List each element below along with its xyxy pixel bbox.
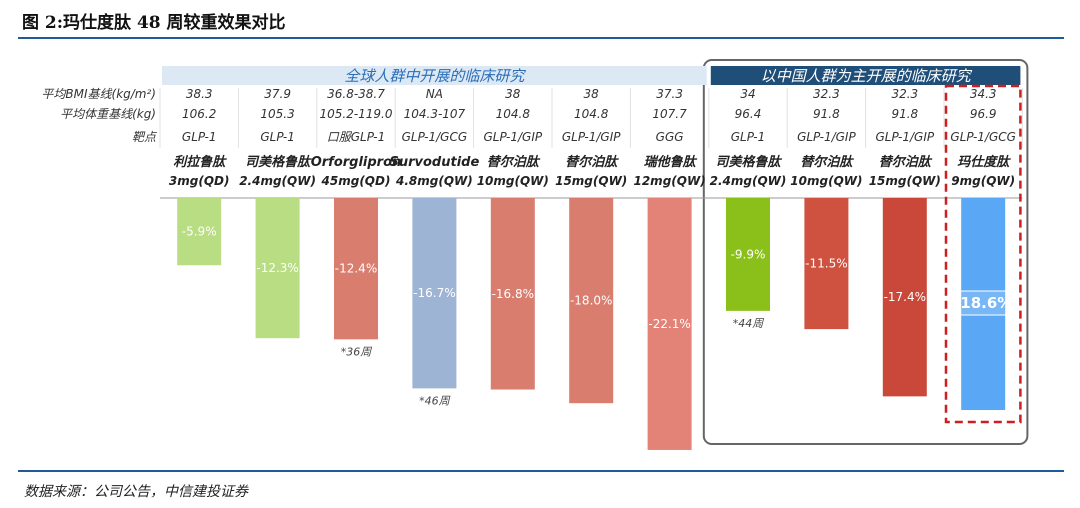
bar bbox=[412, 198, 457, 389]
target-value: GLP-1/GIP bbox=[483, 130, 542, 144]
group-banner bbox=[162, 66, 707, 85]
weight-value: 106.2 bbox=[182, 107, 216, 121]
drug-dose: 10mg(QW) bbox=[790, 174, 862, 188]
bar-footnote: *44周 bbox=[733, 317, 764, 330]
title-divider bbox=[18, 37, 1064, 39]
target-value: GGG bbox=[656, 130, 684, 144]
bar-value-label: -16.7% bbox=[413, 286, 455, 300]
bar-value-label: -22.1% bbox=[648, 317, 690, 331]
row-label-weight: 平均体重基线(kg) bbox=[60, 107, 156, 121]
target-value: GLP-1/GCG bbox=[950, 130, 1016, 144]
target-value: GLP-1 bbox=[260, 130, 295, 144]
bmi-value: 38 bbox=[505, 87, 521, 101]
bmi-value: 37.3 bbox=[656, 87, 683, 101]
weight-value: 107.7 bbox=[652, 107, 687, 121]
bar bbox=[961, 198, 1006, 411]
drug-name: 瑞他鲁肽 bbox=[644, 154, 698, 170]
drug-dose: 15mg(QW) bbox=[555, 174, 627, 188]
bar-value-label: -5.9% bbox=[182, 225, 217, 239]
weight-value: 104.3-107 bbox=[404, 107, 466, 121]
weight-value: 104.8 bbox=[574, 107, 609, 121]
drug-dose: 12mg(QW) bbox=[633, 174, 705, 188]
bmi-value: 32.3 bbox=[891, 87, 918, 101]
group-banner-label: 全球人群中开展的临床研究 bbox=[344, 67, 526, 85]
bar bbox=[726, 198, 770, 311]
row-label-bmi: 平均BMI基线(kg/m²) bbox=[41, 87, 156, 101]
highlight-value-box bbox=[951, 290, 1015, 316]
bar-value-label: -11.5% bbox=[805, 257, 847, 271]
bar bbox=[647, 198, 692, 450]
target-value: GLP-1 bbox=[731, 130, 766, 144]
drug-dose: 9mg(QW) bbox=[951, 174, 1015, 188]
target-value: GLP-1/GCG bbox=[402, 130, 468, 144]
bar-value-label: -12.4% bbox=[335, 262, 377, 276]
row-label-target: 靶点 bbox=[132, 130, 158, 144]
weight-value: 91.8 bbox=[891, 107, 918, 121]
bar-footnote: *46周 bbox=[419, 394, 450, 407]
drug-name: 玛仕度肽 bbox=[957, 154, 1011, 170]
bar bbox=[177, 198, 222, 266]
drug-dose: 4.8mg(QW) bbox=[395, 174, 473, 188]
drug-dose: 2.4mg(QW) bbox=[239, 174, 316, 188]
page-title: 图 2:玛仕度肽 48 周较重效果对比 bbox=[22, 13, 286, 33]
drug-name: 替尔泊肽 bbox=[487, 154, 541, 170]
bar bbox=[255, 198, 300, 339]
bar-value-label: -16.8% bbox=[492, 287, 534, 301]
bar bbox=[882, 198, 927, 397]
weight-value: 105.3 bbox=[260, 107, 294, 121]
bar-value-label: -18.6% bbox=[954, 294, 1012, 312]
bmi-value: 38 bbox=[584, 87, 600, 101]
target-value: GLP-1/GIP bbox=[562, 130, 621, 144]
drug-name: 利拉鲁肽 bbox=[173, 154, 227, 170]
bmi-value: 34 bbox=[740, 87, 755, 101]
footer-divider bbox=[18, 470, 1064, 472]
drug-name: 替尔泊肽 bbox=[565, 154, 619, 170]
bar bbox=[804, 198, 849, 330]
bmi-value: 32.3 bbox=[813, 87, 840, 101]
drug-name: Survodutide bbox=[390, 155, 480, 170]
drug-name: 替尔泊肽 bbox=[879, 154, 933, 170]
bmi-value: 34.3 bbox=[970, 87, 997, 101]
target-value: GLP-1/GIP bbox=[875, 130, 934, 144]
bar bbox=[490, 198, 535, 390]
drug-dose: 15mg(QW) bbox=[869, 174, 941, 188]
drug-dose: 45mg(QD) bbox=[321, 174, 391, 188]
weight-value: 91.8 bbox=[813, 107, 840, 121]
china-study-frame bbox=[702, 59, 1029, 445]
bar-footnote: *36周 bbox=[341, 345, 372, 358]
bar-value-label: -17.4% bbox=[884, 290, 926, 304]
drug-name: Orforglipron bbox=[311, 155, 402, 170]
weight-value: 96.9 bbox=[970, 107, 997, 121]
drug-name: 司美格鲁肽 bbox=[245, 154, 312, 170]
bar-value-label: -18.0% bbox=[570, 294, 612, 308]
weight-value: 105.2-119.0 bbox=[319, 107, 392, 121]
bar-value-label: -12.3% bbox=[256, 261, 298, 275]
bar-value-label: -9.9% bbox=[731, 247, 766, 261]
group-banner bbox=[710, 66, 1021, 85]
drug-dose: 10mg(QW) bbox=[477, 174, 549, 188]
bmi-value: 37.9 bbox=[264, 87, 291, 101]
bmi-value: NA bbox=[426, 87, 443, 101]
target-value: 口服GLP-1 bbox=[327, 130, 386, 144]
highlight-dashed-frame bbox=[944, 84, 1022, 424]
bar bbox=[569, 198, 614, 404]
group-banner-label: 以中国人群为主开展的临床研究 bbox=[761, 67, 973, 85]
target-value: GLP-1/GIP bbox=[797, 130, 856, 144]
drug-name: 司美格鲁肽 bbox=[715, 154, 782, 170]
target-value: GLP-1 bbox=[182, 130, 217, 144]
weight-value: 104.8 bbox=[496, 107, 531, 121]
drug-dose: 3mg(QD) bbox=[169, 174, 230, 188]
drug-name: 替尔泊肽 bbox=[800, 154, 854, 170]
drug-dose: 2.4mg(QW) bbox=[710, 174, 787, 188]
bar bbox=[334, 198, 378, 340]
bmi-value: 36.8-38.7 bbox=[327, 87, 385, 101]
source-note: 数据来源：公司公告，中信建投证券 bbox=[24, 484, 248, 500]
bmi-value: 38.3 bbox=[186, 87, 213, 101]
weight-value: 96.4 bbox=[735, 107, 762, 121]
